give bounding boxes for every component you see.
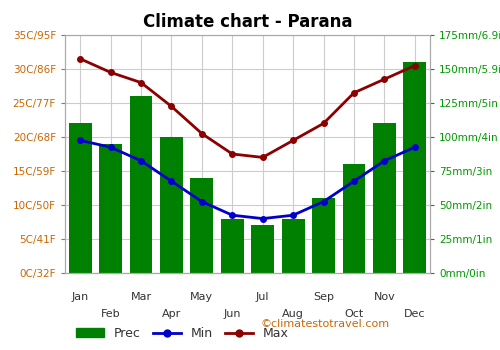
Text: ©climatestotravel.com: ©climatestotravel.com — [260, 319, 389, 329]
Text: Dec: Dec — [404, 309, 425, 319]
Bar — [252, 225, 274, 273]
Text: Sep: Sep — [313, 293, 334, 302]
Bar — [221, 219, 244, 273]
Text: Aug: Aug — [282, 309, 304, 319]
Legend: Prec, Min, Max: Prec, Min, Max — [72, 322, 294, 345]
Text: Jan: Jan — [72, 293, 89, 302]
Bar — [160, 137, 183, 273]
Bar — [190, 178, 214, 273]
Bar — [282, 219, 304, 273]
Text: Nov: Nov — [374, 293, 395, 302]
Bar — [69, 124, 92, 273]
Bar — [312, 198, 335, 273]
Text: May: May — [190, 293, 214, 302]
Text: Jul: Jul — [256, 293, 270, 302]
Bar — [342, 164, 365, 273]
Bar — [404, 62, 426, 273]
Text: Apr: Apr — [162, 309, 181, 319]
Title: Climate chart - Parana: Climate chart - Parana — [143, 13, 352, 31]
Text: Jun: Jun — [224, 309, 241, 319]
Text: Oct: Oct — [344, 309, 364, 319]
Bar — [373, 124, 396, 273]
Text: Feb: Feb — [101, 309, 120, 319]
Bar — [130, 96, 152, 273]
Text: Mar: Mar — [130, 293, 152, 302]
Bar — [99, 144, 122, 273]
